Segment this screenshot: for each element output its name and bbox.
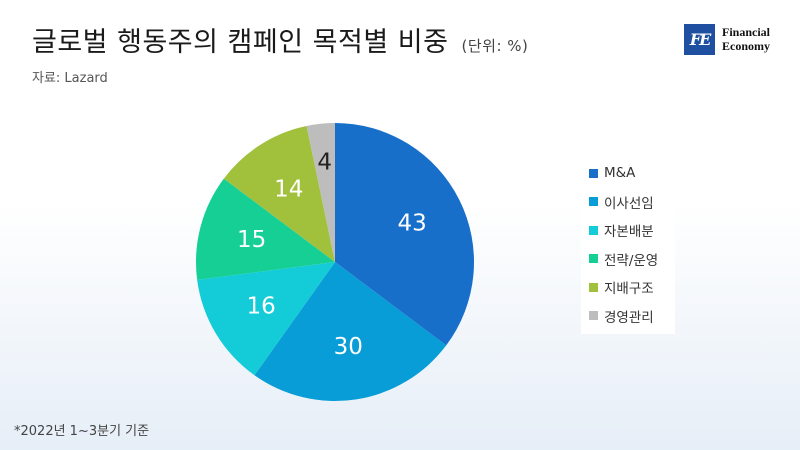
legend-label: 경영관리	[604, 309, 654, 326]
legend-label: 지배구조	[604, 281, 654, 297]
pie-slice	[306, 123, 335, 262]
legend-swatch	[589, 311, 598, 320]
logo-line-2: Economy	[722, 39, 770, 53]
footnote: *2022년 1~3분기 기준	[14, 424, 150, 439]
legend-item: M&A	[589, 162, 635, 184]
pie-slice	[335, 123, 474, 346]
pie-slice-value-label: 15	[237, 227, 266, 253]
legend-item: 자본배분	[589, 219, 654, 241]
unit-label: (단위: %)	[461, 37, 529, 55]
legend-swatch	[589, 282, 598, 292]
pie-slice	[195, 178, 335, 280]
pie-slice-value-label: 30	[334, 334, 363, 360]
legend-swatch	[589, 225, 598, 235]
source-label: 자료: Lazard	[32, 71, 108, 86]
legend-label: M&A	[604, 165, 636, 181]
pie-slice-value-label: 43	[397, 210, 426, 236]
chart-title: 글로벌 행동주의 캠페인 목적별 비중 (단위: %)	[32, 20, 528, 59]
legend-item: 경영관리	[589, 305, 654, 327]
logo-line-1: Financial	[722, 25, 771, 39]
legend-label: 자본배분	[604, 224, 654, 240]
financial-economy-logo: FE Financial Economy	[684, 24, 784, 58]
pie-slice-value-label: 16	[246, 293, 275, 319]
pie-slice	[223, 125, 335, 262]
logo-wordmark: Financial Economy	[722, 25, 770, 53]
legend-swatch	[589, 168, 598, 178]
legend-label: 전략/운영	[604, 252, 659, 269]
pie-slice	[254, 262, 447, 401]
legend-item: 이사선임	[589, 191, 654, 213]
legend-swatch	[589, 197, 598, 206]
legend-item: 지배구조	[589, 276, 654, 298]
legend-label: 이사선임	[604, 195, 654, 212]
legend-item: 전략/운영	[589, 248, 658, 270]
legend-swatch	[589, 254, 598, 263]
logo-mark: FE	[684, 24, 715, 55]
pie-slice-value-label: 14	[274, 176, 303, 202]
pie-slice	[197, 262, 335, 376]
chart-title-text: 글로벌 행동주의 캠페인 목적별 비중	[32, 27, 449, 58]
pie-slice-value-label: 4	[317, 149, 332, 175]
